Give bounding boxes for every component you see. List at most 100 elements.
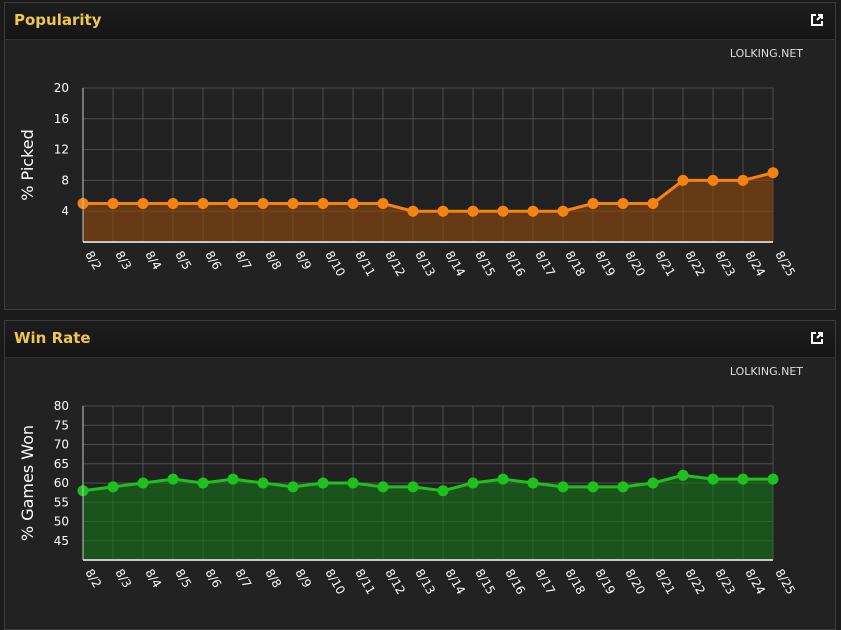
x-tick-label: 8/12 <box>382 249 408 279</box>
panel-title: Win Rate <box>14 329 91 347</box>
x-tick-label: 8/7 <box>232 249 254 273</box>
data-point <box>587 198 599 209</box>
data-point <box>707 473 719 485</box>
x-tick-label: 8/7 <box>232 567 254 591</box>
data-point <box>407 481 419 493</box>
data-point <box>647 477 659 489</box>
data-point <box>107 481 119 493</box>
popularity-chart: 4 8 12 16 20 8/2 8/3 8/4 8/5 8/6 8/7 8/8 8/9 8/10 8/11… <box>18 81 798 279</box>
x-tick-label: 8/20 <box>622 567 648 597</box>
x-tick-label: 8/25 <box>772 249 798 279</box>
x-tick-label: 8/10 <box>322 567 348 597</box>
y-tick-label: 8 <box>61 173 69 187</box>
x-tick-label: 8/21 <box>652 567 678 597</box>
data-point <box>287 481 299 493</box>
x-tick-label: 8/2 <box>82 567 104 591</box>
x-tick-label: 8/9 <box>292 567 314 591</box>
data-point <box>557 205 569 217</box>
data-point <box>677 174 689 186</box>
x-tick-label: 8/2 <box>82 249 104 273</box>
chart-credit[interactable]: LOLKING.NET <box>729 47 803 60</box>
data-point <box>317 198 329 209</box>
data-point <box>677 469 689 481</box>
x-tick-label: 8/16 <box>502 249 528 279</box>
popularity-panel: Popularity LOLKING.NET 4 8 12 16 20 8/2 8/3 8/4… <box>4 2 836 310</box>
x-tick-label: 8/14 <box>442 567 468 597</box>
data-point <box>557 481 569 493</box>
x-tick-label: 8/6 <box>202 249 224 273</box>
x-tick-label: 8/25 <box>772 567 798 597</box>
y-tick-label: 55 <box>54 495 69 509</box>
y-tick-label: 12 <box>54 143 69 157</box>
data-point <box>197 198 209 209</box>
panel-header: Win Rate <box>5 321 835 358</box>
data-point <box>347 477 359 489</box>
x-tick-label: 8/20 <box>622 249 648 279</box>
panel-title: Popularity <box>14 11 102 29</box>
series-area <box>83 475 773 560</box>
data-point <box>227 473 239 485</box>
x-tick-label: 8/5 <box>172 249 194 273</box>
chart-area: LOLKING.NET 4 8 12 16 20 8/2 8/3 8/4 8/5 8/6 8/7 8/… <box>5 40 835 309</box>
x-tick-label: 8/19 <box>592 249 618 279</box>
series-area <box>83 172 773 242</box>
data-point <box>467 477 479 489</box>
data-point <box>647 198 659 209</box>
win-rate-panel: Win Rate LOLKING.NET 45 50 55 60 65 70 75 80 8/2… <box>4 320 836 630</box>
x-tick-label: 8/17 <box>532 567 558 597</box>
data-point <box>497 205 509 217</box>
external-link-icon[interactable] <box>809 12 825 28</box>
data-point <box>197 477 209 489</box>
data-point <box>407 205 419 217</box>
external-link-icon[interactable] <box>809 330 825 346</box>
x-tick-label: 8/8 <box>262 249 284 273</box>
data-point <box>257 198 269 209</box>
data-point <box>767 167 779 179</box>
x-tick-label: 8/19 <box>592 567 618 597</box>
data-point <box>737 174 749 186</box>
x-tick-label: 8/11 <box>352 567 378 597</box>
x-tick-label: 8/4 <box>142 249 164 273</box>
data-point <box>497 473 509 485</box>
x-tick-label: 8/22 <box>682 249 708 279</box>
x-tick-label: 8/12 <box>382 567 408 597</box>
data-point <box>737 473 749 485</box>
x-tick-label: 8/11 <box>352 249 378 279</box>
x-tick-label: 8/4 <box>142 567 164 591</box>
x-tick-label: 8/18 <box>562 249 588 279</box>
data-point <box>527 205 539 217</box>
x-tick-label: 8/9 <box>292 249 314 273</box>
x-tick-label: 8/24 <box>742 567 768 597</box>
data-point <box>317 477 329 489</box>
data-point <box>617 198 629 209</box>
data-point <box>167 198 179 209</box>
data-point <box>437 485 449 497</box>
data-point <box>707 174 719 186</box>
x-tick-label: 8/10 <box>322 249 348 279</box>
data-point <box>137 198 149 209</box>
chart-area: LOLKING.NET 45 50 55 60 65 70 75 80 8/2 8/3 8/4 8/5… <box>5 358 835 629</box>
y-axis-label: % Games Won <box>18 425 37 541</box>
x-tick-label: 8/22 <box>682 567 708 597</box>
data-point <box>377 198 389 209</box>
data-point <box>137 477 149 489</box>
x-tick-label: 8/21 <box>652 249 678 279</box>
x-tick-label: 8/14 <box>442 249 468 279</box>
x-tick-label: 8/13 <box>412 249 438 279</box>
x-tick-label: 8/23 <box>712 249 738 279</box>
x-tick-label: 8/6 <box>202 567 224 591</box>
data-point <box>377 481 389 493</box>
y-axis-label: % Picked <box>18 129 37 201</box>
x-tick-label: 8/3 <box>112 567 134 591</box>
y-tick-label: 65 <box>54 457 69 471</box>
x-tick-label: 8/18 <box>562 567 588 597</box>
x-tick-label: 8/17 <box>532 249 558 279</box>
y-tick-label: 4 <box>61 204 69 218</box>
chart-credit[interactable]: LOLKING.NET <box>729 365 803 378</box>
data-point <box>587 481 599 493</box>
x-tick-label: 8/13 <box>412 567 438 597</box>
x-tick-label: 8/23 <box>712 567 738 597</box>
y-tick-label: 50 <box>54 515 69 529</box>
data-point <box>227 198 239 209</box>
x-tick-label: 8/15 <box>472 567 498 597</box>
